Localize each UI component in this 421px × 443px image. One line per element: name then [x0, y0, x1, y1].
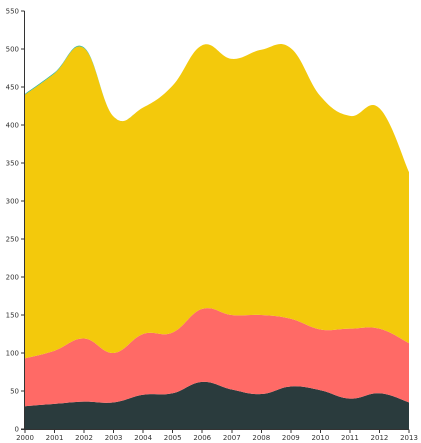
- y-tick-label: 100: [6, 350, 19, 358]
- y-tick-label: 300: [6, 198, 19, 206]
- x-tick-label: 2009: [282, 434, 300, 442]
- area-series-2: [25, 308, 409, 407]
- x-tick-label: 2006: [193, 434, 211, 442]
- x-tick-label: 2000: [16, 434, 34, 442]
- x-tick-label: 2002: [75, 434, 93, 442]
- x-tick-label: 2012: [371, 434, 389, 442]
- y-tick-label: 400: [6, 122, 19, 130]
- y-tick-label: 50: [10, 388, 19, 396]
- x-tick-label: 2007: [223, 434, 241, 442]
- y-tick-label: 0: [15, 426, 19, 434]
- x-tick-label: 2003: [105, 434, 123, 442]
- area-series-3: [25, 44, 409, 359]
- y-tick-label: 450: [6, 84, 19, 92]
- x-tick-label: 2005: [164, 434, 182, 442]
- x-tick-label: 2004: [134, 434, 152, 442]
- y-tick-label: 200: [6, 274, 19, 282]
- y-tick-label: 550: [6, 8, 19, 16]
- area-layers: [25, 44, 409, 429]
- x-tick-label: 2001: [46, 434, 64, 442]
- y-tick-label: 500: [6, 46, 19, 54]
- y-axis: 0 50 100 150 200 250 300 350 400 450 500 550: [6, 8, 25, 434]
- x-tick-label: 2011: [341, 434, 359, 442]
- y-tick-label: 250: [6, 236, 19, 244]
- y-tick-label: 150: [6, 312, 19, 320]
- y-tick-label: 350: [6, 160, 19, 168]
- x-tick-label: 2013: [400, 434, 418, 442]
- area-series-1: [25, 381, 409, 429]
- x-tick-label: 2010: [311, 434, 329, 442]
- x-axis: 2000 2001 2002 2003 2004 2005 2006 2007 2008 2009…: [16, 429, 418, 442]
- x-tick-label: 2008: [252, 434, 270, 442]
